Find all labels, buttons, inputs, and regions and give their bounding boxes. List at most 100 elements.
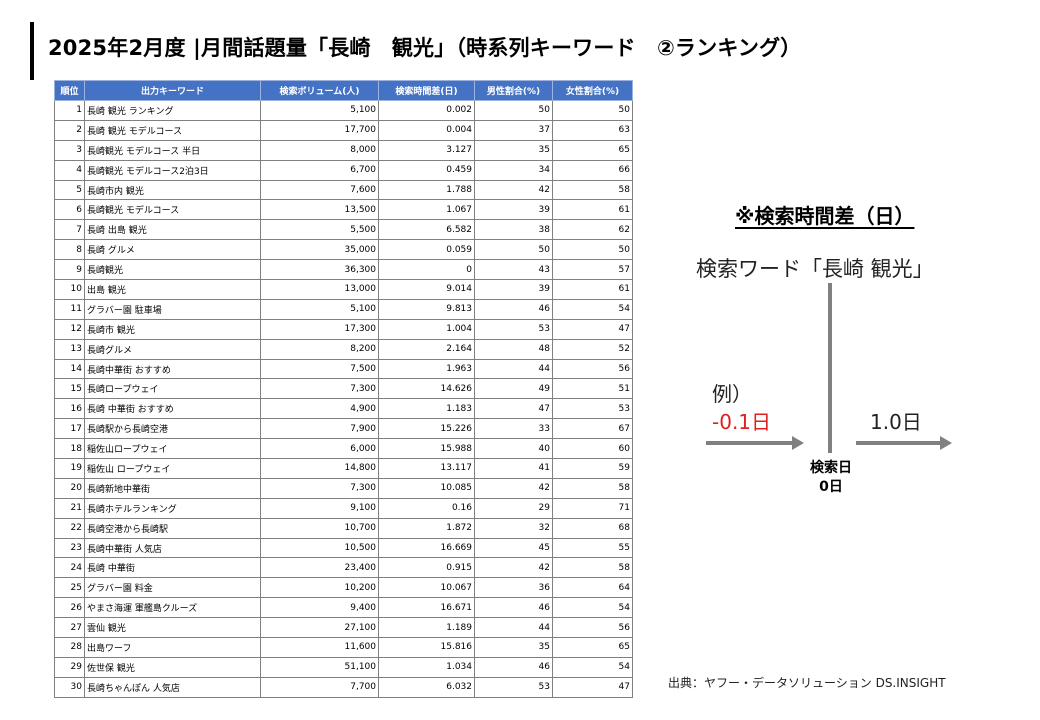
header-time-difference: 検索時間差(日) xyxy=(378,80,475,101)
volume-cell: 23,400 xyxy=(260,557,379,579)
time-diff-cell: 3.127 xyxy=(378,139,475,161)
rank-cell: 27 xyxy=(54,617,85,639)
table-row: 5 長崎市内 観光 7,600 1.788 42 58 xyxy=(54,179,633,201)
table-row: 4 長崎観光 モデルコース2泊3日 6,700 0.459 34 66 xyxy=(54,159,633,181)
rank-cell: 8 xyxy=(54,239,85,261)
male-ratio-cell: 43 xyxy=(474,259,553,281)
keyword-cell: 長崎ちゃんぽん 人気店 xyxy=(84,676,261,698)
female-ratio-cell: 54 xyxy=(552,656,633,678)
keyword-cell: 稲佐山 ロープウェイ xyxy=(84,458,261,479)
rank-cell: 16 xyxy=(54,398,85,420)
table-row: 29 佐世保 観光 51,100 1.034 46 54 xyxy=(54,656,633,678)
female-ratio-cell: 61 xyxy=(552,199,633,221)
female-ratio-cell: 51 xyxy=(552,378,633,400)
volume-cell: 6,700 xyxy=(260,159,379,181)
table-row: 9 長崎観光 36,300 0 43 57 xyxy=(54,259,633,281)
rank-cell: 1 xyxy=(54,100,85,121)
female-ratio-cell: 63 xyxy=(552,119,633,141)
time-diff-cell: 15.816 xyxy=(378,637,475,658)
table-row: 24 長崎 中華街 23,400 0.915 42 58 xyxy=(54,557,633,579)
volume-cell: 8,000 xyxy=(260,139,379,161)
volume-cell: 36,300 xyxy=(260,259,379,281)
male-ratio-cell: 42 xyxy=(474,477,553,499)
female-ratio-cell: 66 xyxy=(552,159,633,181)
male-ratio-cell: 39 xyxy=(474,199,553,221)
keyword-cell: 長崎観光 モデルコース2泊3日 xyxy=(84,159,261,181)
time-diff-cell: 0.16 xyxy=(378,497,475,519)
volume-cell: 27,100 xyxy=(260,617,379,639)
male-ratio-cell: 48 xyxy=(474,338,553,360)
male-ratio-cell: 37 xyxy=(474,119,553,141)
rank-cell: 29 xyxy=(54,656,85,678)
table-row: 30 長崎ちゃんぽん 人気店 7,700 6.032 53 47 xyxy=(54,676,633,698)
volume-cell: 8,200 xyxy=(260,338,379,360)
time-diff-cell: 2.164 xyxy=(378,338,475,360)
time-diff-cell: 9.014 xyxy=(378,279,475,300)
rank-cell: 15 xyxy=(54,378,85,400)
female-ratio-cell: 52 xyxy=(552,338,633,360)
volume-cell: 5,100 xyxy=(260,100,379,121)
header-keyword: 出力キーワード xyxy=(84,80,261,101)
volume-cell: 6,000 xyxy=(260,438,379,460)
time-diff-cell: 13.117 xyxy=(378,458,475,479)
male-ratio-cell: 34 xyxy=(474,159,553,181)
female-ratio-cell: 55 xyxy=(552,537,633,559)
female-ratio-cell: 47 xyxy=(552,318,633,340)
rank-cell: 21 xyxy=(54,497,85,519)
table-row: 11 グラバー園 駐車場 5,100 9.813 46 54 xyxy=(54,298,633,320)
time-diff-cell: 1.004 xyxy=(378,318,475,340)
time-diff-cell: 6.032 xyxy=(378,676,475,698)
male-ratio-cell: 38 xyxy=(474,219,553,241)
female-ratio-cell: 61 xyxy=(552,279,633,300)
page-title: 2025年2月度 |月間話題量「長崎 観光」（時系列キーワード ②ランキング） xyxy=(48,36,802,60)
male-ratio-cell: 33 xyxy=(474,418,553,440)
table-row: 7 長崎 出島 観光 5,500 6.582 38 62 xyxy=(54,219,633,241)
keyword-cell: グラバー園 駐車場 xyxy=(84,298,261,320)
male-ratio-cell: 46 xyxy=(474,298,553,320)
title-accent-bar xyxy=(30,22,34,80)
male-ratio-cell: 45 xyxy=(474,537,553,559)
volume-cell: 14,800 xyxy=(260,458,379,479)
female-ratio-cell: 57 xyxy=(552,259,633,281)
keyword-cell: 長崎観光 xyxy=(84,259,261,281)
arrow-right-icon xyxy=(856,436,952,450)
time-diff-cell: 0.459 xyxy=(378,159,475,181)
keyword-cell: 長崎 中華街 xyxy=(84,557,261,579)
female-ratio-cell: 58 xyxy=(552,557,633,579)
header-female-ratio: 女性割合(%) xyxy=(552,80,633,101)
time-diff-cell: 10.067 xyxy=(378,577,475,599)
rank-cell: 6 xyxy=(54,199,85,221)
volume-cell: 17,700 xyxy=(260,119,379,141)
keyword-cell: 佐世保 観光 xyxy=(84,656,261,678)
female-ratio-cell: 59 xyxy=(552,458,633,479)
volume-cell: 17,300 xyxy=(260,318,379,340)
rank-cell: 10 xyxy=(54,279,85,300)
table-row: 28 出島ワーフ 11,600 15.816 35 65 xyxy=(54,637,633,658)
rank-cell: 5 xyxy=(54,179,85,201)
keyword-cell: 出島ワーフ xyxy=(84,637,261,658)
keyword-cell: 長崎 グルメ xyxy=(84,239,261,261)
time-diff-cell: 1.189 xyxy=(378,617,475,639)
male-ratio-cell: 41 xyxy=(474,458,553,479)
male-ratio-cell: 46 xyxy=(474,656,553,678)
male-ratio-cell: 44 xyxy=(474,358,553,380)
keyword-cell: 長崎中華街 人気店 xyxy=(84,537,261,559)
volume-cell: 7,700 xyxy=(260,676,379,698)
volume-cell: 35,000 xyxy=(260,239,379,261)
female-ratio-cell: 50 xyxy=(552,100,633,121)
male-ratio-cell: 49 xyxy=(474,378,553,400)
time-diff-cell: 1.788 xyxy=(378,179,475,201)
keyword-cell: 長崎観光 モデルコース xyxy=(84,199,261,221)
time-diff-cell: 0.002 xyxy=(378,100,475,121)
rank-cell: 14 xyxy=(54,358,85,380)
header-male-ratio: 男性割合(%) xyxy=(474,80,553,101)
rank-cell: 2 xyxy=(54,119,85,141)
male-ratio-cell: 50 xyxy=(474,100,553,121)
keyword-cell: 長崎 出島 観光 xyxy=(84,219,261,241)
time-difference-note-title: ※検索時間差（日） xyxy=(735,204,915,228)
volume-cell: 10,500 xyxy=(260,537,379,559)
male-ratio-cell: 39 xyxy=(474,279,553,300)
rank-cell: 22 xyxy=(54,517,85,539)
male-ratio-cell: 36 xyxy=(474,577,553,599)
male-ratio-cell: 32 xyxy=(474,517,553,539)
